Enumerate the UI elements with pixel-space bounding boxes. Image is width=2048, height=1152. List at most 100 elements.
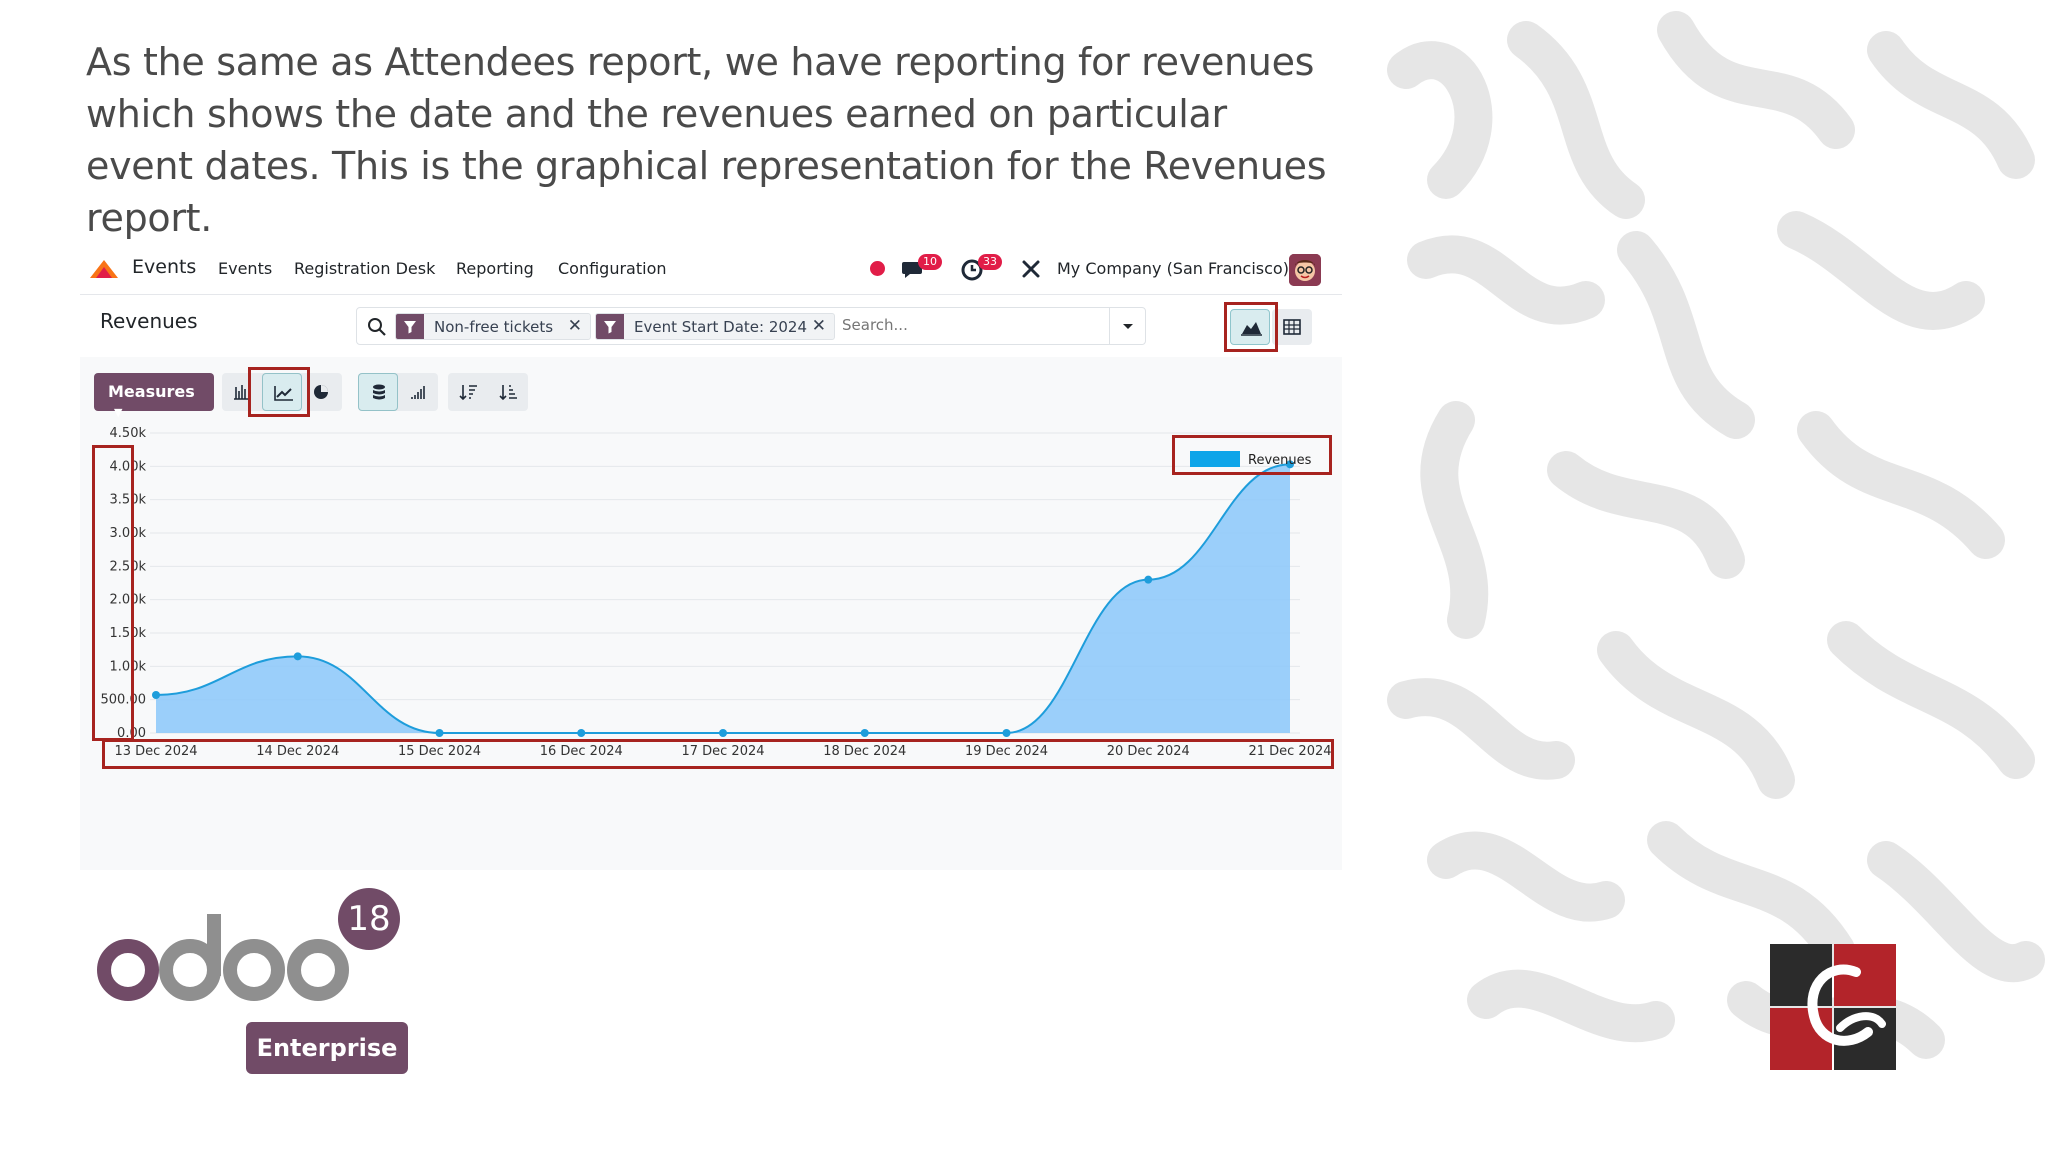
search-input[interactable] (842, 316, 1107, 334)
top-navbar: Events Events Registration Desk Reportin… (80, 244, 1342, 294)
y-tick-label: 3.50k (110, 493, 147, 508)
x-tick-label: 14 Dec 2024 (256, 744, 339, 759)
control-panel-top: Revenues Non-free tickets ✕ (80, 295, 1342, 357)
y-tick-label: 3.00k (110, 526, 147, 541)
control-panel: Revenues Non-free tickets ✕ (80, 294, 1342, 870)
events-app-icon[interactable] (88, 256, 120, 282)
y-tick-label: 500.00 (101, 693, 147, 708)
cumulative-button[interactable] (398, 373, 438, 411)
pie-chart-icon (314, 385, 328, 399)
revenue-area (156, 464, 1290, 733)
highlight-box-line-chart (248, 367, 310, 417)
sort-descending-icon (459, 385, 477, 401)
page-title: Revenues (100, 309, 198, 333)
bar-chart-icon (234, 385, 248, 400)
search-options-toggle[interactable] (1109, 308, 1145, 344)
line-chart-button[interactable] (262, 373, 302, 411)
sort-descending-button[interactable] (448, 373, 488, 411)
stack-group (358, 373, 438, 411)
remove-facet-icon[interactable]: ✕ (567, 316, 582, 336)
y-tick-label: 1.00k (110, 659, 147, 674)
legend-swatch (1190, 451, 1240, 467)
slide-description: As the same as Attendees report, we have… (86, 40, 1327, 240)
y-tick-label: 4.50k (110, 426, 147, 441)
x-tick-label: 21 Dec 2024 (1248, 744, 1331, 759)
highlight-box-legend (1172, 435, 1332, 475)
sort-ascending-icon (499, 385, 517, 401)
company-logo (1770, 944, 1896, 1070)
x-tick-label: 17 Dec 2024 (681, 744, 764, 759)
graph-view-button[interactable] (1230, 309, 1270, 345)
revenue-chart: 0.00 500.00 1.00k 1.50k 2.00k 2.50k 3.00k 3.50k… (80, 413, 1342, 871)
activities-badge: 33 (978, 254, 1002, 270)
y-tick-label: 2.00k (110, 593, 147, 608)
data-point (719, 729, 727, 737)
data-point (293, 652, 302, 661)
table-icon (1283, 319, 1301, 335)
filter-facet-non-free[interactable]: Non-free tickets ✕ (395, 313, 591, 340)
caret-down-icon: ▼ (114, 406, 123, 419)
data-point (435, 729, 444, 737)
menu-events[interactable]: Events (218, 259, 273, 278)
x-tick-label: 18 Dec 2024 (823, 744, 906, 759)
caret-down-icon (1123, 324, 1133, 329)
area-chart-icon (1241, 322, 1262, 336)
x-tick-label: 19 Dec 2024 (965, 744, 1048, 759)
app-name[interactable]: Events (132, 256, 197, 278)
company-switcher[interactable]: My Company (San Francisco) (1057, 259, 1289, 278)
x-tick-label: 20 Dec 2024 (1107, 744, 1190, 759)
revenue-line (155, 463, 1291, 734)
odoo-logo (92, 884, 432, 1080)
sort-ascending-button[interactable] (488, 373, 528, 411)
user-avatar[interactable] (1289, 254, 1321, 286)
y-tick-label: 1.50k (110, 626, 147, 641)
measures-label: Measures (108, 382, 195, 401)
facet-label: Non-free tickets (434, 318, 554, 336)
chart-canvas: 0.00500.001.00k1.50k2.00k2.50k3.00k3.50k… (101, 426, 1332, 759)
decorative-pattern (1366, 0, 2048, 1090)
enterprise-badge: Enterprise (246, 1022, 408, 1074)
odoo-screenshot: Events Events Registration Desk Reportin… (80, 244, 1342, 870)
line-chart-icon (274, 386, 293, 401)
menu-reporting[interactable]: Reporting (456, 259, 534, 278)
chart-type-group (222, 373, 342, 411)
highlight-box-x-axis (102, 739, 1334, 769)
bar-chart-button[interactable] (222, 373, 262, 411)
data-point (1002, 729, 1011, 737)
filter-icon (396, 314, 424, 339)
highlight-box-y-axis (92, 445, 134, 741)
highlight-box-view (1224, 302, 1278, 352)
measures-dropdown[interactable]: Measures ▼ (94, 373, 214, 419)
x-tick-label: 16 Dec 2024 (540, 744, 623, 759)
x-tick-label: 15 Dec 2024 (398, 744, 481, 759)
signal-bars-icon (411, 386, 425, 399)
stacked-button[interactable] (358, 373, 398, 411)
data-point (1144, 575, 1153, 584)
search-icon (368, 318, 386, 336)
data-point (577, 729, 586, 737)
pie-chart-button[interactable] (302, 373, 342, 411)
activity-clock-icon[interactable] (960, 256, 986, 282)
facet-label: Event Start Date: 2024 (634, 318, 807, 336)
legend-label: Revenues (1248, 453, 1312, 468)
pivot-view-button[interactable] (1272, 309, 1312, 345)
chat-icon[interactable] (900, 256, 926, 282)
filter-facet-start-date[interactable]: Event Start Date: 2024 ✕ (595, 313, 835, 340)
menu-registration-desk[interactable]: Registration Desk (294, 259, 436, 278)
status-dot[interactable] (870, 261, 885, 276)
database-icon (373, 384, 385, 400)
messages-badge: 10 (918, 254, 942, 270)
filter-icon (596, 314, 624, 339)
y-tick-label: 2.50k (110, 559, 147, 574)
data-point (860, 729, 869, 737)
remove-facet-icon[interactable]: ✕ (811, 316, 826, 336)
data-point (1286, 460, 1294, 469)
y-tick-label: 4.00k (110, 459, 147, 474)
x-tick-label: 13 Dec 2024 (114, 744, 197, 759)
sort-group (448, 373, 528, 411)
tools-icon[interactable] (1018, 256, 1044, 282)
data-point (152, 691, 160, 699)
search-bar[interactable]: Non-free tickets ✕ Event Start Date: 202… (356, 307, 1146, 345)
menu-configuration[interactable]: Configuration (558, 259, 667, 278)
odoo-version-badge: 18 (338, 888, 400, 950)
